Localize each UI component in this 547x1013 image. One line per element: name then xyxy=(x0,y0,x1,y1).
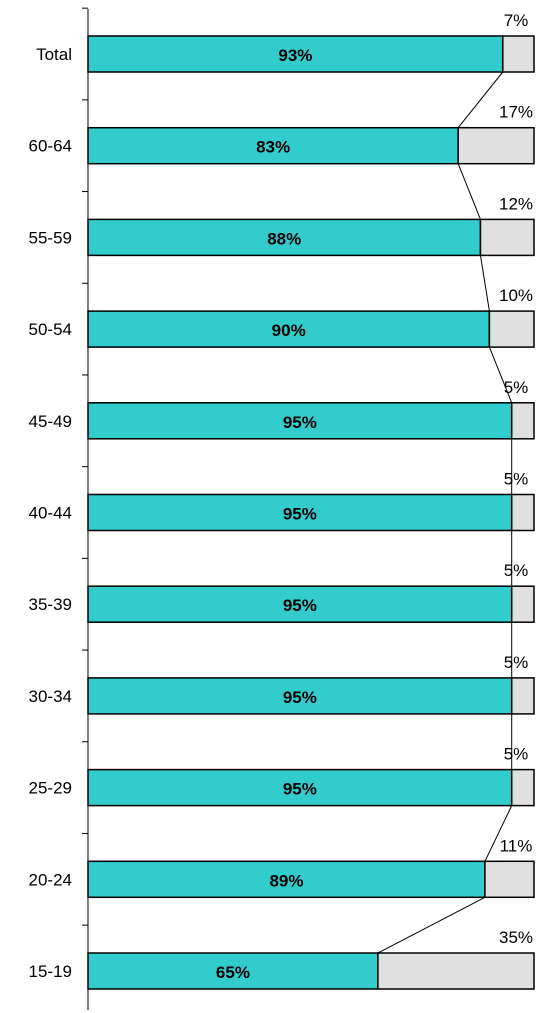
data-label-background xyxy=(496,284,536,307)
data-label-background xyxy=(496,467,536,490)
data-label-secondary: 5% xyxy=(504,745,529,764)
bar-segment-secondary xyxy=(377,952,535,990)
bar-segment-primary xyxy=(87,402,513,440)
bar-segment-secondary xyxy=(457,126,535,165)
bar-segment-primary xyxy=(87,218,482,257)
data-label-primary: 89% xyxy=(269,871,303,890)
bar-segment-primary xyxy=(87,768,513,807)
data-label-primary: 95% xyxy=(283,596,317,615)
category-label: 35-39 xyxy=(29,595,72,614)
category-label: 50-54 xyxy=(29,320,72,339)
bar-segment-primary xyxy=(87,35,504,73)
category-label: Total xyxy=(36,45,72,64)
data-label-background xyxy=(496,926,536,948)
data-label-background xyxy=(496,742,536,765)
data-label-secondary: 5% xyxy=(504,561,529,580)
category-label: 20-24 xyxy=(29,870,72,889)
data-label-background xyxy=(496,375,536,398)
data-label-primary: 95% xyxy=(283,688,317,707)
data-label-secondary: 35% xyxy=(499,928,533,947)
series-line xyxy=(479,255,490,312)
series-line xyxy=(457,71,504,129)
data-label-secondary: 7% xyxy=(504,11,529,30)
data-label-background xyxy=(496,100,536,123)
series-line xyxy=(488,346,513,403)
category-label: 40-44 xyxy=(29,504,72,523)
category-label: 30-34 xyxy=(29,687,72,706)
bar-segment-secondary xyxy=(510,402,535,440)
data-label-primary: 83% xyxy=(256,138,290,157)
data-label-primary: 88% xyxy=(267,229,301,248)
category-label: 25-29 xyxy=(29,779,72,798)
bar-segment-primary xyxy=(87,860,486,899)
data-label-background xyxy=(496,192,536,215)
bar-segment-secondary xyxy=(484,860,535,899)
bar-segment-secondary xyxy=(510,585,535,623)
bar-segment-primary xyxy=(87,493,513,532)
bar-segment-secondary xyxy=(510,493,535,532)
data-label-primary: 90% xyxy=(272,321,306,340)
data-label-primary: 95% xyxy=(283,505,317,524)
bar-segment-secondary xyxy=(510,677,535,715)
bar-segment-secondary xyxy=(502,35,535,73)
data-label-secondary: 12% xyxy=(499,194,533,213)
data-label-primary: 95% xyxy=(283,780,317,799)
data-label-background xyxy=(496,559,536,582)
data-label-background xyxy=(496,9,536,31)
category-label: 45-49 xyxy=(29,412,72,431)
bar-segment-secondary xyxy=(479,218,535,257)
data-label-primary: 93% xyxy=(278,46,312,65)
data-label-secondary: 5% xyxy=(504,470,529,489)
category-label: 55-59 xyxy=(29,228,72,247)
category-label: 60-64 xyxy=(29,137,72,156)
data-label-secondary: 5% xyxy=(504,653,529,672)
data-label-primary: 95% xyxy=(283,413,317,432)
data-label-background xyxy=(496,834,536,857)
data-label-secondary: 11% xyxy=(500,836,533,855)
data-label-secondary: 17% xyxy=(499,103,533,122)
data-label-background xyxy=(496,650,536,673)
category-label: 15-19 xyxy=(29,962,72,981)
series-line xyxy=(457,163,481,220)
data-label-secondary: 10% xyxy=(499,286,533,305)
bar-segment-secondary xyxy=(488,310,535,348)
data-label-primary: 65% xyxy=(216,963,250,982)
series-line xyxy=(484,805,513,862)
bar-segment-primary xyxy=(87,585,513,623)
data-label-secondary: 5% xyxy=(504,378,529,397)
bar-segment-primary xyxy=(87,952,379,990)
series-line xyxy=(377,896,486,954)
bar-segment-secondary xyxy=(510,768,535,807)
